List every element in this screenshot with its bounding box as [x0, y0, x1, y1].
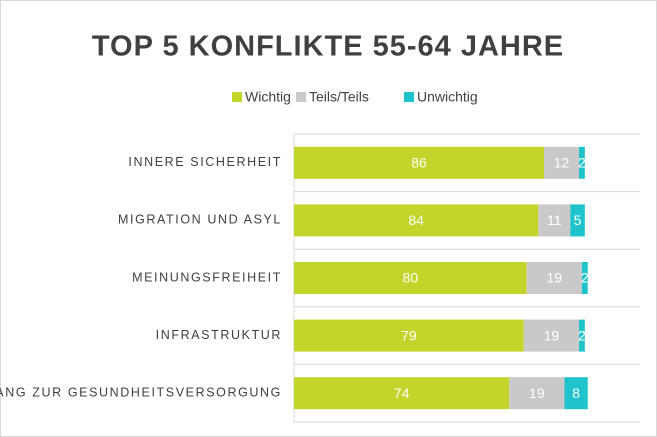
- category-label: ZUGANG ZUR GESUNDHEITSVERSORGUNG: [0, 385, 282, 399]
- bar-segment: [509, 377, 565, 410]
- category-label: MIGRATION UND ASYL: [118, 213, 282, 227]
- bar-segment: [544, 146, 580, 179]
- bar-segment: [581, 262, 588, 294]
- data-label: 5: [574, 212, 582, 228]
- category-label: INNERE SICHERHEIT: [128, 155, 282, 169]
- bar-segment: [294, 319, 524, 352]
- data-label: 80: [403, 270, 419, 286]
- data-label: 79: [401, 327, 417, 343]
- data-label: 2: [581, 270, 589, 286]
- data-label: 2: [578, 327, 586, 343]
- legend-swatch: [296, 92, 306, 102]
- bar-segment: [564, 377, 588, 410]
- bar-segment: [526, 262, 582, 294]
- data-label: 84: [408, 212, 424, 228]
- legend-label: Teils/Teils: [309, 89, 369, 105]
- bar-segment: [523, 319, 580, 352]
- bar-segment: [294, 146, 545, 179]
- bar-segment: [579, 319, 585, 352]
- data-label: 19: [544, 327, 560, 343]
- data-label: 19: [547, 270, 563, 286]
- legend-label: Unwichtig: [417, 89, 478, 105]
- data-label: 11: [547, 212, 562, 228]
- legend-swatch: [404, 92, 414, 102]
- data-label: 19: [529, 385, 545, 401]
- data-label: 86: [411, 155, 427, 171]
- bar-segment: [538, 204, 571, 237]
- chart-title: TOP 5 KONFLIKTE 55-64 JAHRE: [92, 31, 564, 63]
- data-label: 8: [572, 385, 580, 401]
- data-label: 74: [394, 385, 410, 401]
- bar-segment: [294, 204, 539, 237]
- bar-segment: [294, 377, 510, 410]
- bar-segment: [579, 146, 585, 179]
- bar-segment: [294, 262, 527, 294]
- legend-label: Wichtig: [245, 89, 291, 105]
- data-label: 12: [554, 155, 570, 171]
- category-label: INFRASTRUKTUR: [156, 328, 282, 342]
- category-label: MEINUNGSFREIHEIT: [132, 270, 282, 284]
- data-label: 2: [578, 155, 586, 171]
- legend-swatch: [232, 92, 242, 102]
- bar-segment: [570, 204, 585, 237]
